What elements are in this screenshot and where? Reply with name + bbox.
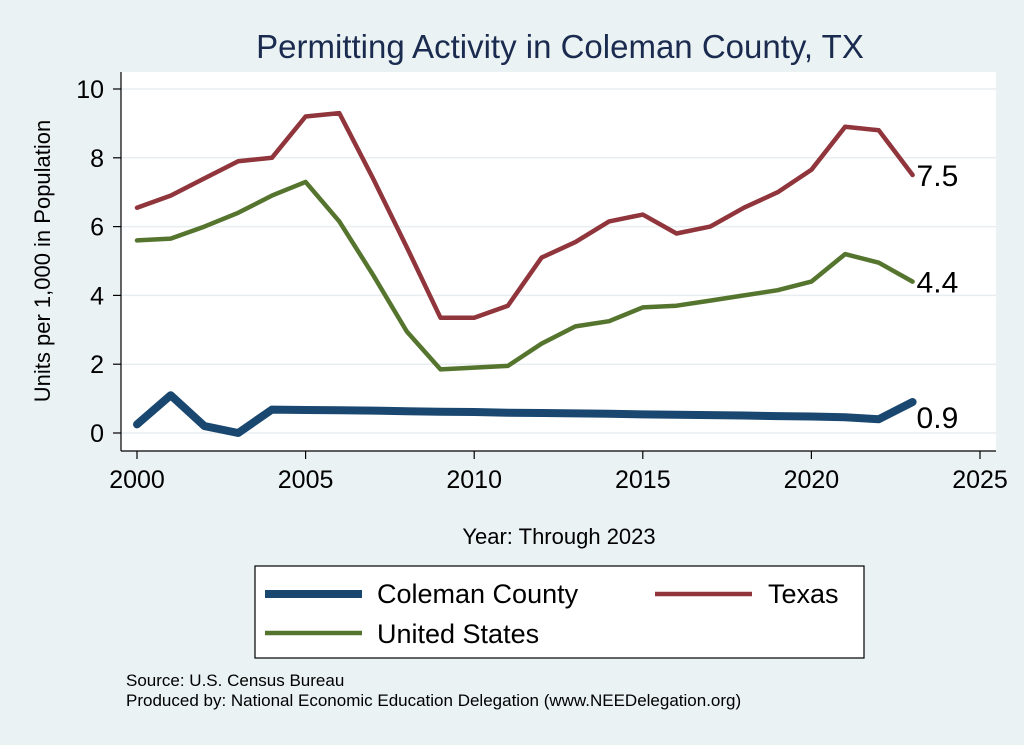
x-tick-label: 2015 — [615, 466, 671, 494]
x-tick-label: 2000 — [109, 466, 165, 494]
end-label-united-states: 4.4 — [917, 267, 959, 300]
chart-title: Permitting Activity in Coleman County, T… — [256, 28, 864, 65]
y-tick-label: 2 — [90, 351, 104, 379]
footer: Source: U.S. Census Bureau Produced by: … — [126, 671, 741, 711]
x-tick-label: 2005 — [278, 466, 334, 494]
end-labels: 0.9 7.5 4.4 — [917, 160, 959, 435]
y-tick-label: 0 — [90, 420, 104, 448]
series-lines — [133, 110, 917, 437]
y-tick-label: 10 — [76, 76, 104, 104]
legend-label-coleman: Coleman County — [377, 579, 579, 609]
legend-label-us: United States — [377, 619, 539, 649]
y-ticks: 0 2 4 6 8 10 — [76, 76, 121, 448]
x-ticks: 2000 2005 2010 2015 2020 2025 — [109, 451, 1008, 494]
produced-by-note: Produced by: National Economic Education… — [126, 691, 742, 710]
y-axis-label: Units per 1,000 in Population — [30, 120, 55, 403]
series-line-texas — [134, 110, 915, 321]
x-axis-label: Year: Through 2023 — [462, 524, 655, 549]
x-tick-label: 2020 — [784, 466, 840, 494]
source-note: Source: U.S. Census Bureau — [126, 671, 345, 690]
plot-area — [121, 72, 996, 451]
end-label-coleman-county: 0.9 — [917, 402, 959, 435]
x-tick-label: 2025 — [952, 466, 1008, 494]
series-line-united-states — [134, 179, 915, 372]
legend-label-texas: Texas — [768, 579, 839, 609]
y-tick-label: 6 — [90, 214, 104, 242]
y-tick-label: 4 — [90, 282, 104, 310]
legend — [254, 565, 865, 659]
y-tick-label: 8 — [90, 145, 104, 173]
end-label-texas: 7.5 — [917, 160, 959, 193]
series-line-coleman-county — [133, 391, 917, 437]
x-tick-label: 2010 — [446, 466, 502, 494]
